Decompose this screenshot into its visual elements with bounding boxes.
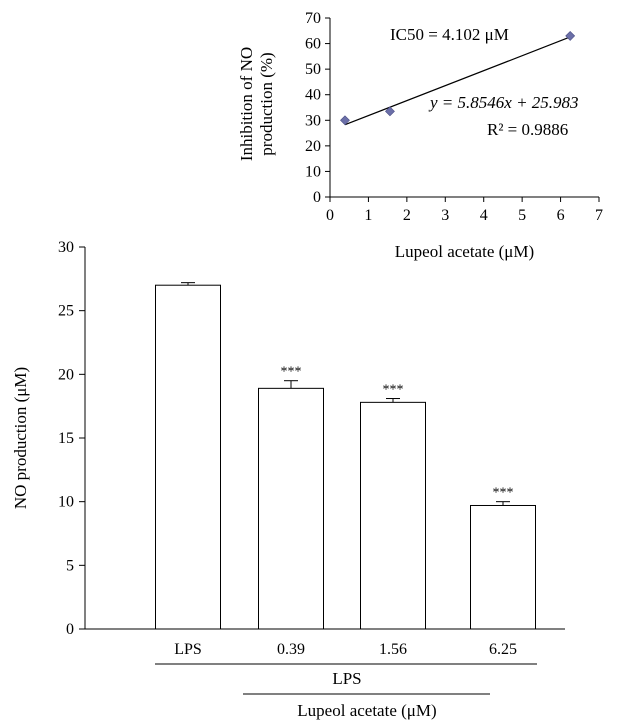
group-label-lps: LPS — [332, 669, 361, 688]
scatter-y-tick-label: 40 — [305, 87, 321, 104]
group-label-lupeol-acetate: Lupeol acetate (μM) — [297, 701, 436, 720]
bars: *** *** *** — [155, 282, 536, 630]
bar — [155, 284, 221, 630]
scatter-x-tick-label: 0 — [326, 207, 334, 224]
scatter-y-axis-label-line: Inhibition of NO — [237, 47, 256, 161]
scatter-x-axis-label: Lupeol acetate (μM) — [395, 242, 534, 261]
bar-y-ticks: 0 5 10 15 20 25 30 — [58, 239, 85, 638]
bar-y-tick-label: 30 — [58, 239, 74, 256]
bar-category-labels: LPS 0.39 1.56 6.25 — [174, 641, 517, 658]
bar-y-tick-label: 15 — [58, 430, 74, 447]
scatter-x-tick-label: 7 — [595, 207, 603, 224]
scatter-x-ticks: 0 1 2 3 4 5 6 7 — [326, 197, 603, 224]
bar-y-tick-label: 10 — [58, 494, 74, 511]
scatter-y-axis-label: Inhibition of NO production (%) — [237, 47, 276, 161]
ic50-annotation: IC50 = 4.102 μM — [390, 25, 509, 44]
bar-category-label: 0.39 — [277, 641, 305, 658]
scatter-y-tick-label: 30 — [305, 112, 321, 129]
scatter-y-ticks: 0 10 20 30 40 50 60 70 — [305, 10, 330, 206]
scatter-x-tick-label: 4 — [480, 207, 488, 224]
bar — [258, 387, 324, 630]
bar-y-axis-label: NO production (μM) — [11, 367, 30, 509]
bar — [470, 504, 536, 630]
bar-y-tick-label: 20 — [58, 366, 74, 383]
scatter-point — [385, 106, 395, 117]
bar-y-tick-label: 0 — [66, 621, 74, 638]
significance-marker: *** — [493, 486, 514, 501]
scatter-trendline — [344, 36, 571, 126]
scatter-y-tick-label: 50 — [305, 61, 321, 78]
scatter-points — [340, 30, 576, 126]
bar-category-label: 1.56 — [379, 641, 407, 658]
r-squared-annotation: R² = 0.9886 — [487, 120, 568, 139]
scatter-y-tick-label: 20 — [305, 138, 321, 155]
regression-equation: y = 5.8546x + 25.983 — [428, 93, 579, 112]
bar-category-label: LPS — [174, 641, 202, 658]
bar — [360, 401, 426, 630]
significance-marker: *** — [383, 383, 404, 398]
scatter-x-tick-label: 3 — [441, 207, 449, 224]
inset-scatter-chart: Inhibition of NO production (%) 010203040… — [237, 10, 603, 261]
bar-y-tick-label: 25 — [58, 303, 74, 320]
scatter-point — [340, 115, 350, 126]
scatter-x-tick-label: 1 — [364, 207, 372, 224]
scatter-x-tick-label: 5 — [518, 207, 526, 224]
scatter-x-tick-label: 6 — [557, 207, 565, 224]
bar-y-tick-label: 5 — [66, 557, 74, 574]
scatter-point — [565, 30, 576, 41]
scatter-x-tick-label: 2 — [403, 207, 411, 224]
scatter-y-tick-label: 0 — [313, 189, 321, 206]
scatter-y-tick-label: 70 — [305, 10, 321, 27]
scatter-y-tick-label: 10 — [305, 163, 321, 180]
bar-category-label: 6.25 — [489, 641, 517, 658]
scatter-y-tick-label: 60 — [305, 36, 321, 53]
significance-marker: *** — [281, 365, 302, 380]
scatter-y-axis-label-line: production (%) — [257, 52, 276, 155]
